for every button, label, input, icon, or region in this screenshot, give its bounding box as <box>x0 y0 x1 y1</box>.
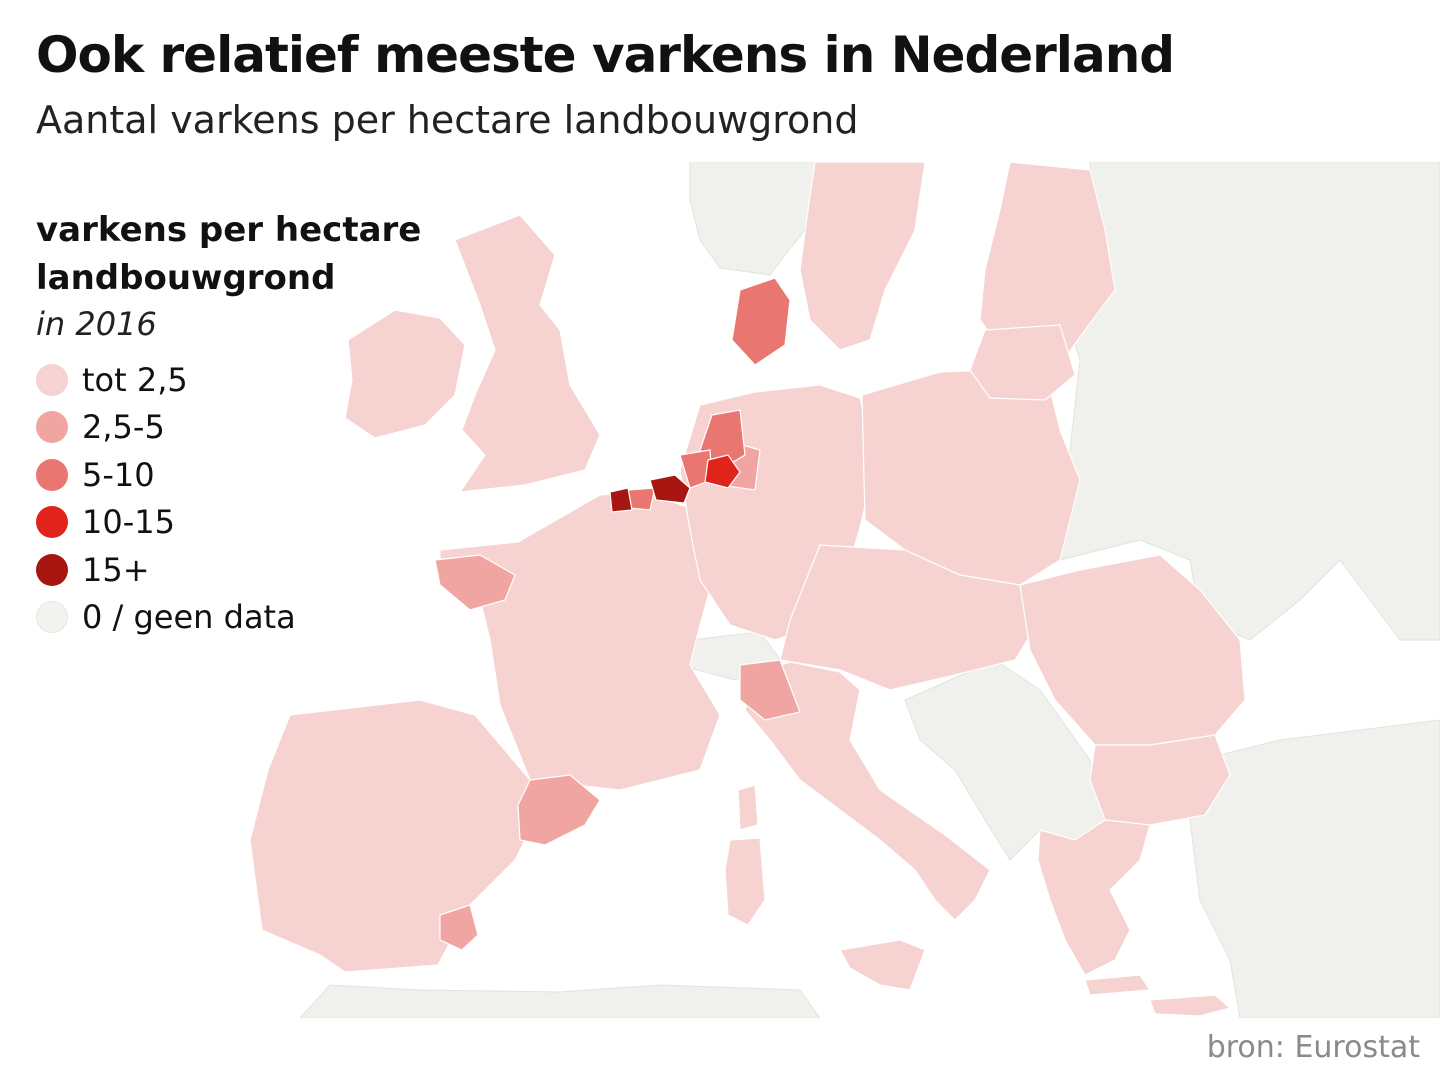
legend-items: tot 2,5 2,5-5 5-10 10-15 15+ 0 / geen da… <box>36 356 421 641</box>
region-turkey-east <box>1189 719 1440 1018</box>
region-great-britain <box>454 214 601 493</box>
region-noord-brabant <box>649 474 691 504</box>
tier-2-5-5 <box>434 439 801 951</box>
legend-label-15-plus: 15+ <box>82 550 150 589</box>
region-sicily <box>839 939 926 991</box>
legend-swatch-15-plus <box>36 553 68 586</box>
region-crete <box>1084 974 1152 996</box>
legend-label-tot-2-5: tot 2,5 <box>82 360 188 399</box>
legend-title-line1: varkens per hectare <box>36 210 422 250</box>
legend-item-tot-2-5: tot 2,5 <box>36 356 421 404</box>
region-sardinia <box>724 837 766 926</box>
region-greece <box>1037 819 1151 976</box>
legend-year: in 2016 <box>36 305 157 343</box>
region-sweden <box>799 162 926 351</box>
tier-15-plus <box>609 474 691 513</box>
chart-title: Ook relatief meeste varkens in Nederland <box>36 26 1175 84</box>
region-west-vlaanderen <box>609 487 633 513</box>
region-italy <box>744 661 991 921</box>
legend-swatch-2-5-5 <box>36 411 68 444</box>
region-czech-austria-hungary <box>779 544 1041 691</box>
chart-subtitle: Aantal varkens per hectare landbouwgrond <box>36 98 859 142</box>
region-denmark <box>731 277 791 366</box>
europe-map <box>249 162 1440 1018</box>
region-iberia <box>249 699 541 973</box>
region-lombardy <box>739 659 801 721</box>
legend-item-5-10: 5-10 <box>36 451 421 499</box>
region-cyprus <box>1149 994 1232 1017</box>
region-corsica <box>737 784 759 831</box>
region-murcia <box>439 904 479 951</box>
region-catalonia <box>517 774 601 846</box>
map-legend: varkens per hectare landbouwgrond in 201… <box>36 206 421 641</box>
region-ireland <box>344 309 466 439</box>
legend-label-5-10: 5-10 <box>82 455 155 494</box>
source-credit: bron: Eurostat <box>1206 1030 1420 1065</box>
tier-tot-2-5 <box>249 162 1246 1017</box>
region-baltics <box>969 324 1076 401</box>
legend-label-2-5-5: 2,5-5 <box>82 408 165 447</box>
legend-label-10-15: 10-15 <box>82 503 175 542</box>
tier-10-15 <box>704 454 741 489</box>
legend-item-geen-data: 0 / geen data <box>36 594 421 642</box>
region-romania <box>1019 554 1246 746</box>
region-vechta-cloppenburg <box>704 454 741 489</box>
legend-swatch-5-10 <box>36 458 68 491</box>
legend-swatch-geen-data <box>36 601 68 634</box>
legend-title-line2: landbouwgrond <box>36 258 336 298</box>
region-west-flanders-area <box>627 487 656 511</box>
legend-swatch-tot-2-5 <box>36 363 68 396</box>
region-north-africa <box>299 984 821 1018</box>
no-data-regions <box>299 162 1440 1018</box>
legend-swatch-10-15 <box>36 506 68 539</box>
region-bulgaria <box>1089 734 1231 826</box>
legend-item-15-plus: 15+ <box>36 546 421 594</box>
legend-item-2-5-5: 2,5-5 <box>36 404 421 452</box>
region-brittany <box>434 554 516 611</box>
legend-item-10-15: 10-15 <box>36 499 421 547</box>
region-norway <box>689 162 816 276</box>
legend-label-geen-data: 0 / geen data <box>82 598 296 637</box>
tier-5-10 <box>627 277 791 511</box>
